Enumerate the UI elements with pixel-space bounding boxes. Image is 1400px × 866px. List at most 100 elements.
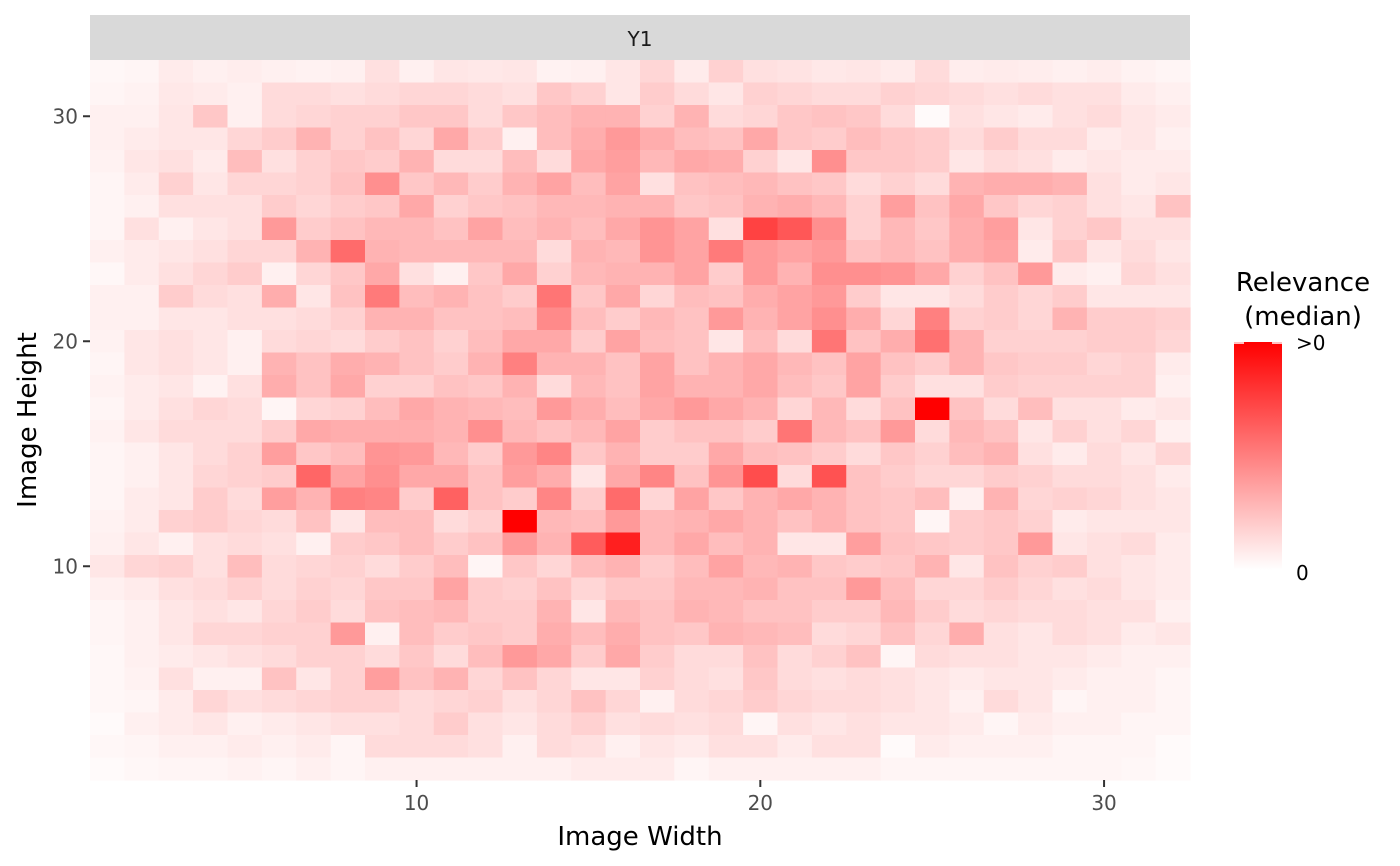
heatmap-cell: [433, 105, 469, 129]
heatmap-cell: [915, 217, 950, 241]
heatmap-cell: [1018, 105, 1054, 129]
heatmap-cell: [1155, 555, 1191, 579]
heatmap-cell: [640, 532, 675, 556]
heatmap-cell: [846, 622, 882, 646]
heatmap-cell: [605, 487, 641, 511]
heatmap-cell: [1086, 532, 1122, 556]
heatmap-cell: [811, 195, 847, 219]
heatmap-cell: [124, 532, 160, 556]
heatmap-cell: [640, 217, 675, 241]
heatmap-cell: [949, 82, 985, 106]
heatmap-cell: [1052, 150, 1088, 174]
heatmap-cell: [90, 442, 125, 466]
heatmap-cell: [846, 195, 882, 219]
heatmap-cell: [536, 285, 572, 309]
heatmap-cell: [708, 330, 744, 354]
heatmap-cell: [261, 735, 297, 759]
heatmap-cell: [1086, 262, 1122, 286]
heatmap-cell: [536, 240, 572, 264]
heatmap-cell: [846, 757, 882, 781]
heatmap-cell: [811, 600, 847, 624]
heatmap-cell: [777, 735, 813, 759]
heatmap-cell: [708, 622, 744, 646]
heatmap-cell: [1121, 375, 1157, 399]
heatmap-cell: [846, 712, 882, 736]
heatmap-cell: [468, 60, 504, 84]
heatmap-cell: [846, 465, 882, 489]
heatmap-cell: [261, 487, 297, 511]
heatmap-cell: [880, 757, 916, 781]
heatmap-cell: [468, 240, 504, 264]
heatmap-cell: [1018, 667, 1054, 691]
heatmap-cell: [846, 285, 882, 309]
heatmap-cell: [640, 172, 675, 196]
heatmap-cell: [296, 577, 332, 601]
heatmap-cell: [158, 285, 194, 309]
heatmap-cell: [365, 352, 400, 376]
heatmap-cell: [949, 217, 985, 241]
heatmap-cell: [399, 172, 435, 196]
heatmap-cell: [777, 217, 813, 241]
heatmap-cell: [640, 510, 675, 534]
heatmap-cell: [811, 60, 847, 84]
heatmap-cell: [365, 442, 400, 466]
heatmap-cell: [330, 645, 366, 669]
heatmap-cell: [605, 690, 641, 714]
heatmap-cell: [468, 82, 504, 106]
heatmap-cell: [640, 555, 675, 579]
heatmap-cell: [330, 375, 366, 399]
heatmap-cell: [743, 532, 779, 556]
heatmap-cell: [193, 217, 229, 241]
heatmap-cell: [365, 82, 400, 106]
heatmap-cell: [227, 240, 263, 264]
heatmap-cell: [777, 645, 813, 669]
heatmap-cell: [365, 577, 400, 601]
heatmap-cell: [915, 712, 950, 736]
heatmap-cell: [811, 172, 847, 196]
heatmap-cell: [502, 757, 538, 781]
heatmap-cell: [502, 712, 538, 736]
heatmap-cell: [1155, 150, 1191, 174]
heatmap-cell: [1121, 172, 1157, 196]
heatmap-cell: [983, 127, 1019, 151]
heatmap-cell: [846, 375, 882, 399]
heatmap-cell: [330, 105, 366, 129]
heatmap-cell: [983, 600, 1019, 624]
heatmap-cell: [880, 285, 916, 309]
heatmap-cell: [433, 150, 469, 174]
heatmap-cell: [743, 217, 779, 241]
heatmap-cell: [365, 555, 400, 579]
heatmap-cell: [1121, 712, 1157, 736]
heatmap-cell: [296, 330, 332, 354]
heatmap-cell: [1155, 127, 1191, 151]
heatmap-cell: [1121, 217, 1157, 241]
heatmap-cell: [124, 645, 160, 669]
heatmap-cell: [433, 757, 469, 781]
heatmap-cell: [158, 375, 194, 399]
heatmap-cell: [571, 105, 607, 129]
heatmap-cell: [502, 487, 538, 511]
heatmap-cell: [433, 60, 469, 84]
legend-label-low: 0: [1296, 561, 1309, 585]
heatmap-cell: [193, 60, 229, 84]
heatmap-cell: [949, 487, 985, 511]
heatmap-cell: [365, 307, 400, 331]
heatmap-cell: [124, 442, 160, 466]
heatmap-cell: [193, 645, 229, 669]
heatmap-cell: [1086, 757, 1122, 781]
heatmap-cell: [261, 105, 297, 129]
heatmap-cell: [193, 195, 229, 219]
heatmap-cell: [468, 600, 504, 624]
heatmap-cell: [365, 622, 400, 646]
heatmap-cell: [1018, 577, 1054, 601]
heatmap-cell: [468, 690, 504, 714]
heatmap-cell: [227, 352, 263, 376]
heatmap-cell: [1086, 735, 1122, 759]
heatmap-cell: [949, 172, 985, 196]
heatmap-cell: [605, 510, 641, 534]
x-tick-label: 10: [404, 791, 429, 815]
heatmap-cell: [193, 712, 229, 736]
heatmap-cell: [605, 375, 641, 399]
heatmap-cell: [1121, 150, 1157, 174]
heatmap-cell: [674, 240, 710, 264]
